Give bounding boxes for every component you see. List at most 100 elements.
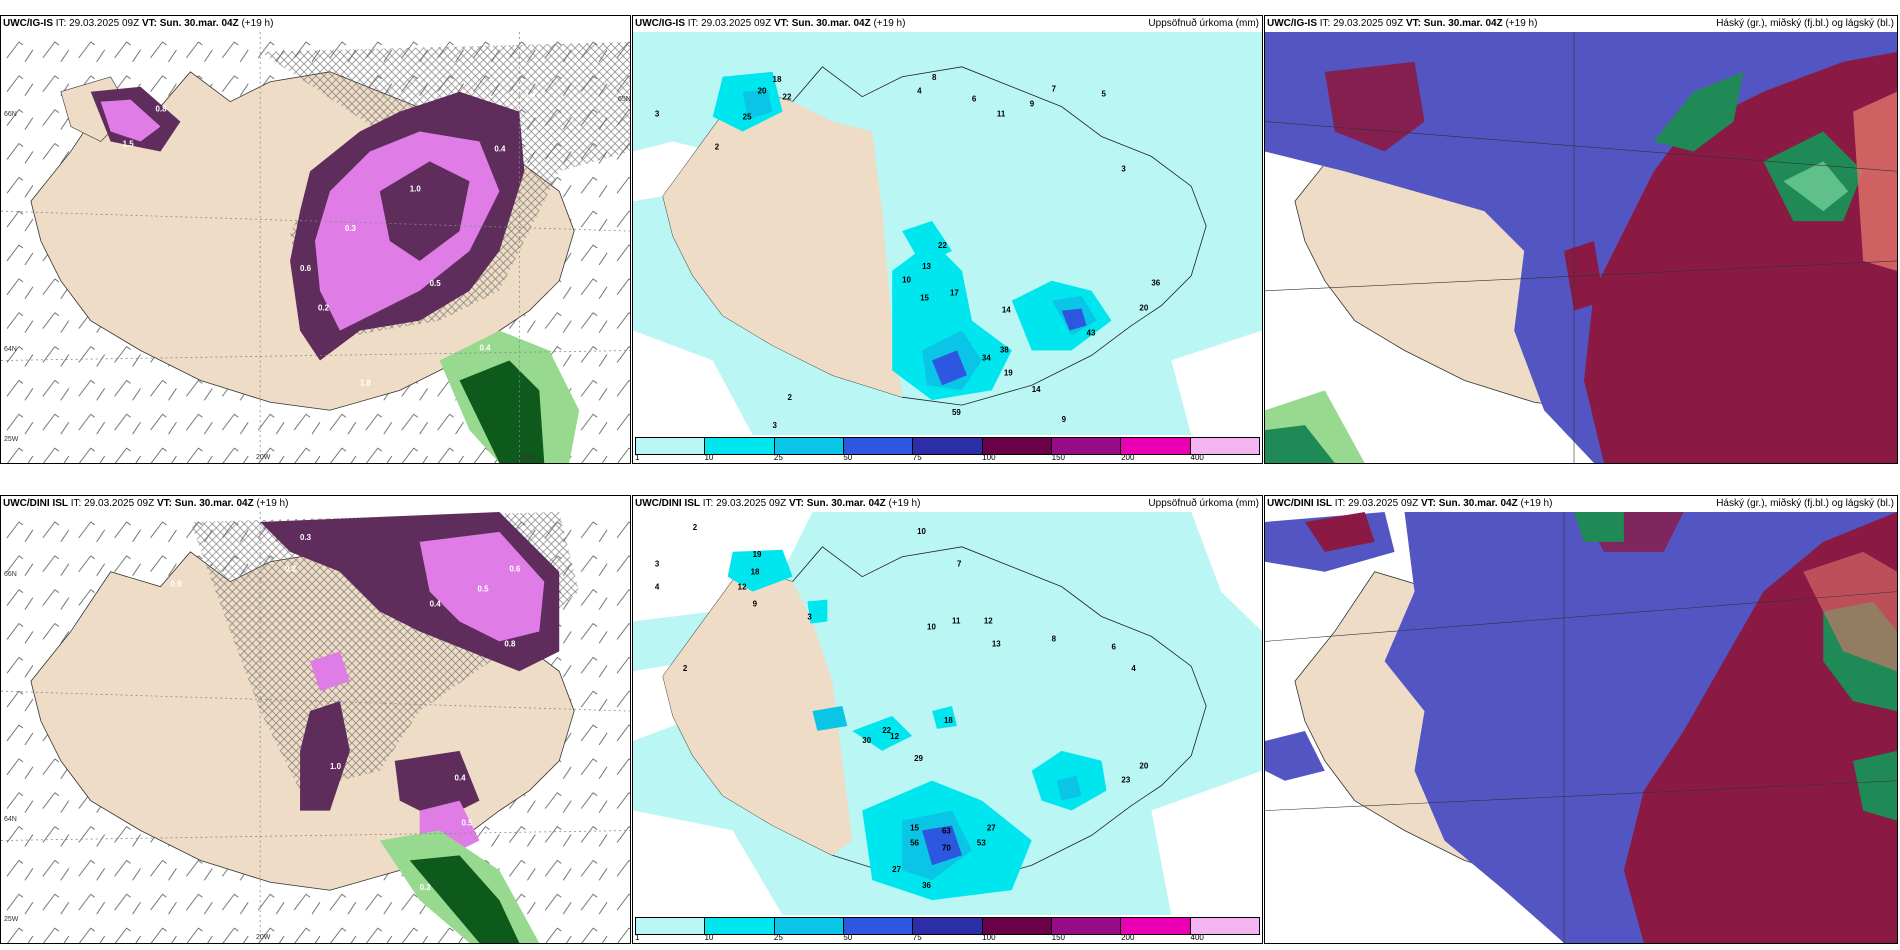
colorbar-label: 50 <box>843 453 853 462</box>
wind-value: 1.0 <box>330 762 342 771</box>
precip-value: 53 <box>977 838 986 847</box>
precip-colorbar: 1 10 25 50 75 100 150 200 400 <box>633 435 1262 463</box>
precip-colorbar: 1 10 25 50 75 100 150 200 400 <box>633 915 1262 943</box>
colorbar-cell <box>843 918 914 934</box>
lat-label: 64N <box>4 816 17 823</box>
colorbar-cell <box>982 438 1052 454</box>
wind-value: 0.3 <box>420 883 432 892</box>
colorbar-cell <box>1051 918 1122 934</box>
precip-value: 15 <box>920 294 929 303</box>
precip-value: 36 <box>1151 279 1160 288</box>
precip-value: 2 <box>693 523 698 532</box>
cloud-map[interactable] <box>1265 32 1897 463</box>
colorbar-cell <box>636 438 706 454</box>
wind-value: 0.4 <box>494 144 506 153</box>
precip-value: 15 <box>910 823 919 832</box>
precip-value: 6 <box>972 95 977 104</box>
wind-value: 0.2 <box>285 565 297 574</box>
colorbar-label: 25 <box>773 453 783 462</box>
precip-value: 2 <box>683 664 688 673</box>
wind-value: 0.5 <box>430 279 442 288</box>
wind-map[interactable]: 0.3 0.9 0.5 0.4 0.6 0.8 0.2 1.0 0.3 0.4 … <box>1 512 630 943</box>
wind-value: 0.9 <box>170 580 182 589</box>
precip-value: 3 <box>655 560 660 569</box>
wind-value: 0.5 <box>462 819 474 828</box>
colorbar-cells <box>635 437 1260 455</box>
lon-label: 15W <box>521 454 536 461</box>
colorbar-labels: 1 10 25 50 75 100 150 200 400 <box>635 453 1260 463</box>
lat-label: 65N <box>618 96 631 103</box>
colorbar-cell <box>913 918 983 934</box>
precip-value: 13 <box>992 639 1001 648</box>
precip-value: 18 <box>944 716 953 725</box>
panel-title: UWC/DINI ISL IT: 29.03.2025 09Z VT: Sun.… <box>1265 496 1897 512</box>
colorbar-label: 1 <box>635 453 640 462</box>
wind-map-svg: 0.3 0.8 1.5 0.3 0.6 1.0 0.4 0.2 0.5 1.8 … <box>1 32 630 463</box>
precip-value: 23 <box>1121 776 1130 785</box>
colorbar-label: 10 <box>704 933 714 942</box>
precip-value: 20 <box>1139 304 1148 313</box>
precip-value: 22 <box>783 93 792 102</box>
wind-value: 0.3 <box>524 93 536 102</box>
precip-value: 9 <box>1062 415 1067 424</box>
precip-value: 13 <box>922 262 931 271</box>
colorbar-cell <box>1051 438 1122 454</box>
precip-value: 3 <box>773 421 778 430</box>
colorbar-cell <box>1190 438 1259 454</box>
colorbar-cell <box>1121 918 1191 934</box>
precip-value: 10 <box>927 622 936 631</box>
colorbar-label: 150 <box>1051 453 1065 462</box>
lon-label: 25W <box>4 436 19 443</box>
wind-value: 0.6 <box>509 565 521 574</box>
precip-value: 11 <box>997 110 1006 119</box>
wind-map-svg: 0.3 0.9 0.5 0.4 0.6 0.8 0.2 1.0 0.3 0.4 … <box>1 512 630 943</box>
precip-value: 3 <box>655 110 660 119</box>
colorbar-cell <box>636 918 706 934</box>
wind-value: 0.2 <box>318 304 330 313</box>
colorbar-cell <box>774 918 844 934</box>
colorbar-cell <box>1190 918 1259 934</box>
precip-value: 22 <box>938 241 947 250</box>
precip-value: 9 <box>1030 100 1035 109</box>
wind-map[interactable]: 0.3 0.8 1.5 0.3 0.6 1.0 0.4 0.2 0.5 1.8 … <box>1 32 630 463</box>
colorbar-label: 75 <box>912 453 922 462</box>
precip-value: 20 <box>758 87 767 96</box>
cloud-title: Háský (gr.), miðský (fj.bl.) og lágský (… <box>1716 498 1894 509</box>
cloud-map[interactable] <box>1265 512 1897 943</box>
colorbar-labels: 1 10 25 50 75 100 150 200 400 <box>635 933 1260 943</box>
colorbar-label: 50 <box>843 933 853 942</box>
precip-value: 7 <box>957 560 962 569</box>
precip-value: 56 <box>910 838 919 847</box>
wind-value: 1.8 <box>360 378 372 387</box>
precip-value: 14 <box>1032 385 1041 394</box>
precip-value: 70 <box>942 843 951 852</box>
precip-value: 12 <box>738 583 747 592</box>
lat-label: 66N <box>4 111 17 118</box>
colorbar-label: 150 <box>1051 933 1065 942</box>
precip-value: 43 <box>1087 329 1096 338</box>
precip-value: 8 <box>932 73 937 82</box>
precip-value: 18 <box>751 568 760 577</box>
panel-wind-bottom: UWC/DINI ISL IT: 29.03.2025 09Z VT: Sun.… <box>0 495 631 944</box>
wind-value: 0.5 <box>477 585 489 594</box>
precip-value: 3 <box>1121 164 1126 173</box>
colorbar-label: 100 <box>982 933 996 942</box>
colorbar-label: 10 <box>704 453 714 462</box>
wind-value: 0.8 <box>156 105 168 114</box>
colorbar-label: 100 <box>982 453 996 462</box>
panel-cloud-top: UWC/IG-IS IT: 29.03.2025 09Z VT: Sun. 30… <box>1264 15 1898 464</box>
precip-value: 6 <box>1111 642 1116 651</box>
panel-title: UWC/IG-IS IT: 29.03.2025 09Z VT: Sun. 30… <box>1 16 630 32</box>
precip-value: 59 <box>952 408 961 417</box>
precip-value: 4 <box>917 87 922 96</box>
precip-value: 14 <box>1002 306 1011 315</box>
colorbar-label: 200 <box>1121 453 1135 462</box>
precip-map[interactable]: 2 10 3 4 19 18 12 9 3 2 7 10 11 12 8 13 … <box>633 512 1262 915</box>
precip-value: 5 <box>1102 90 1107 99</box>
colorbar-label: 25 <box>773 933 783 942</box>
precip-value: 27 <box>892 865 901 874</box>
precip-map[interactable]: 3 20 18 22 25 2 4 8 6 11 9 7 5 3 22 13 1… <box>633 32 1262 435</box>
precip-map-svg: 2 10 3 4 19 18 12 9 3 2 7 10 11 12 8 13 … <box>633 512 1262 915</box>
colorbar-label: 400 <box>1190 933 1204 942</box>
precip-value: 2 <box>715 142 720 151</box>
